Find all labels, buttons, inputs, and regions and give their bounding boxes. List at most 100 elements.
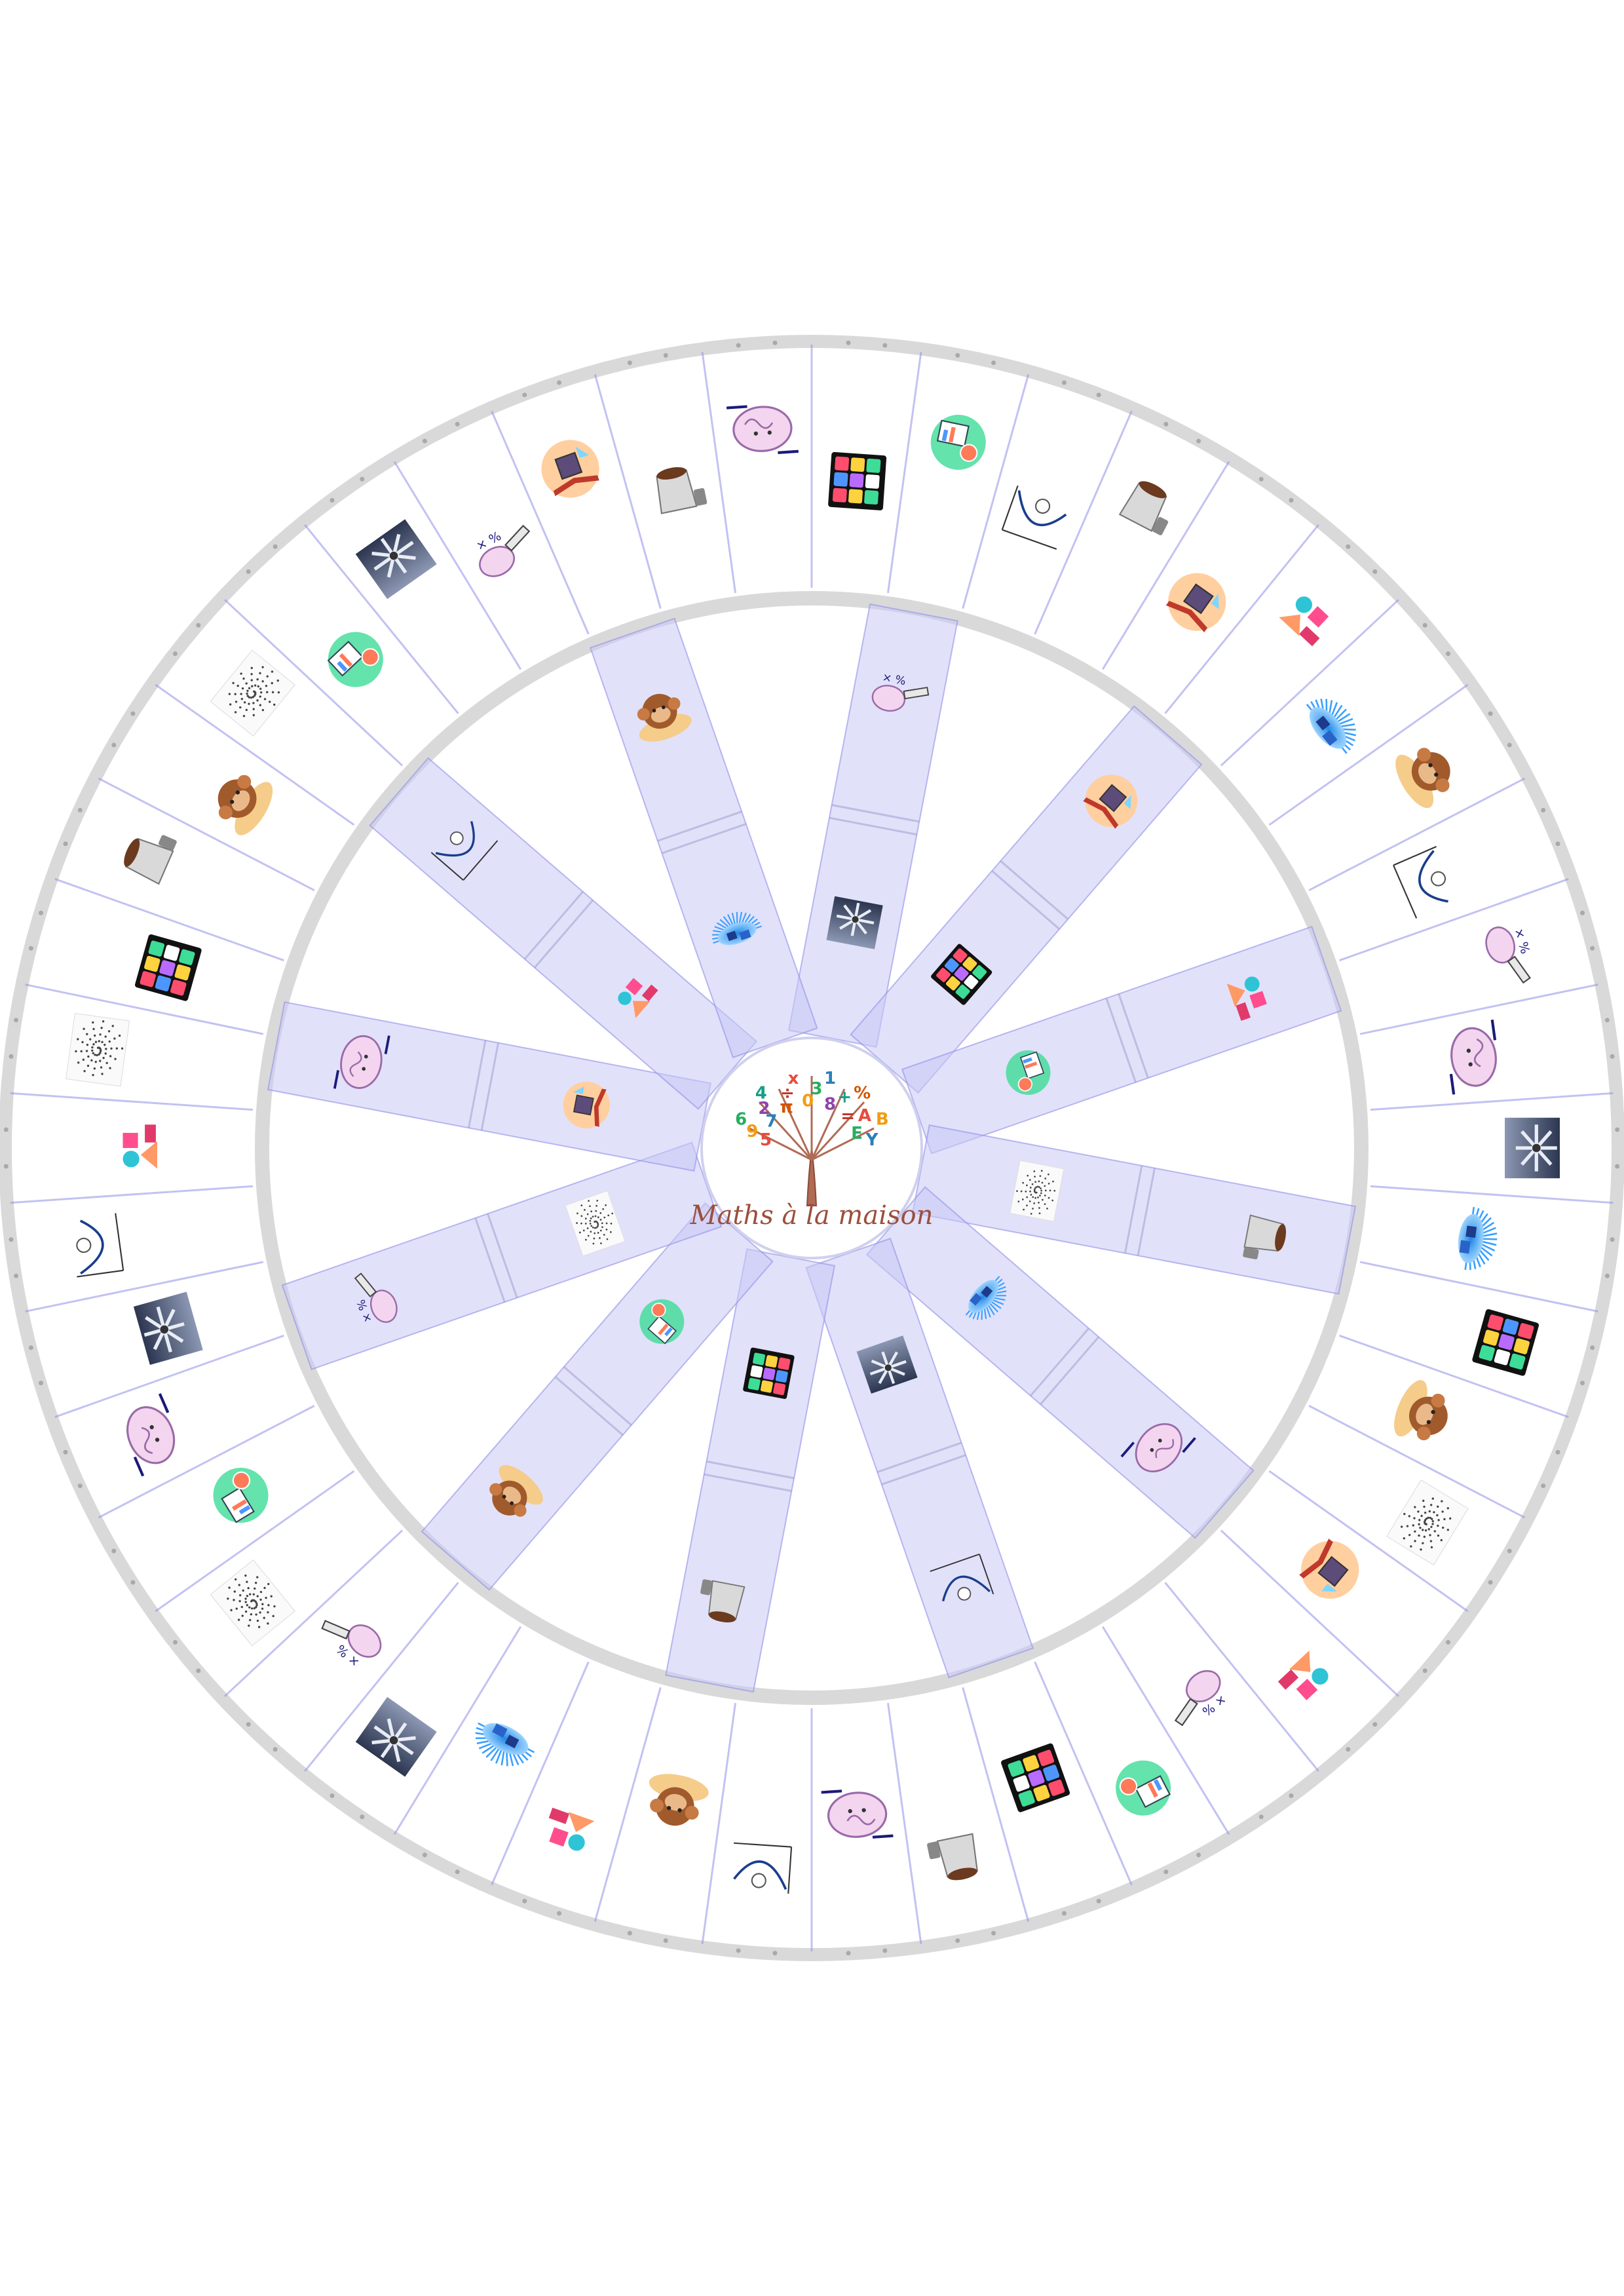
ring-dot — [882, 343, 888, 348]
monkey-icon — [637, 693, 692, 742]
spoke-cell-divider — [877, 1442, 962, 1473]
outer-divider — [1308, 1405, 1526, 1519]
spoke-cell-divider — [657, 811, 742, 842]
ring-dot — [1446, 1639, 1451, 1645]
pencil-icon: × % — [871, 671, 930, 712]
tree-symbol: 5 — [760, 1130, 772, 1150]
spoke-icons: × %× % — [333, 671, 1287, 1623]
spoke-cell-divider — [991, 870, 1061, 930]
outer-divider — [701, 352, 737, 594]
tree-symbol: A — [858, 1106, 871, 1126]
outer-divider — [98, 1405, 315, 1519]
spoke-cell-divider — [480, 1043, 500, 1131]
outer-divider — [54, 1334, 284, 1418]
cone-icon — [124, 835, 177, 885]
ring-dot — [172, 651, 178, 657]
ring-dot — [557, 1911, 562, 1916]
outer-divider — [962, 374, 1030, 609]
ring-dot — [3, 1127, 9, 1132]
ring-dot — [130, 711, 136, 716]
ring-dot — [1580, 1381, 1585, 1386]
ring-dot — [663, 353, 668, 358]
book-icon — [1299, 1539, 1359, 1599]
ring-dot — [273, 544, 278, 549]
outer-divider — [491, 1661, 590, 1886]
outer-divider — [1268, 683, 1469, 826]
tree-symbol: Y — [865, 1130, 879, 1150]
outer-divider — [1308, 777, 1526, 891]
outer-divider — [1339, 1334, 1569, 1418]
spoke-cell-divider — [1040, 1336, 1100, 1406]
ring-dot — [246, 569, 251, 574]
spoke-cell-divider — [467, 1040, 487, 1128]
tree-symbol: 0 — [802, 1092, 814, 1111]
ring-dot — [38, 910, 43, 915]
monkey-icon — [489, 1464, 543, 1517]
windmill-icon — [355, 519, 437, 600]
splash-icon — [712, 911, 762, 946]
ring-dot — [1590, 1345, 1595, 1350]
ring-dot — [1610, 1054, 1615, 1059]
spiral-icon — [1010, 1160, 1065, 1222]
ring-dot — [522, 1898, 527, 1904]
ring-dot — [846, 1951, 851, 1956]
curve-icon — [1001, 485, 1067, 550]
ring-dot — [627, 360, 632, 366]
outer-divider — [1101, 1626, 1230, 1835]
blocks-icon — [618, 978, 658, 1018]
outer-divider — [155, 683, 355, 826]
spoke-cell-divider — [881, 1454, 966, 1485]
ring-dot — [955, 1938, 960, 1943]
ring-dot — [1096, 1898, 1101, 1904]
tree-symbol: ÷ — [780, 1083, 795, 1103]
spoke-cell-divider — [706, 1460, 795, 1480]
outer-divider — [393, 1626, 522, 1835]
windmill-icon — [133, 1292, 203, 1366]
spoke-cell-divider — [523, 890, 584, 960]
spoke-cell-divider — [831, 803, 920, 823]
tree-branch — [811, 1127, 875, 1161]
ring-dot — [1422, 1668, 1427, 1674]
outer-divider — [594, 1687, 662, 1922]
ring-dot — [1541, 1483, 1546, 1489]
tree-symbol: 8 — [824, 1095, 836, 1115]
curve-icon — [76, 1213, 124, 1278]
cone-icon — [927, 1833, 978, 1881]
splash-icon — [475, 1722, 535, 1767]
tree-symbol: 2 — [758, 1099, 770, 1119]
ring-dot — [77, 807, 83, 813]
outer-ring-dots — [3, 340, 1620, 1956]
ring-dot — [1488, 711, 1493, 716]
ring-dot — [1346, 544, 1351, 549]
monkey-icon — [649, 1774, 709, 1826]
ring-dot — [422, 1852, 427, 1858]
outer-divider — [1220, 599, 1400, 767]
ring-dot — [273, 1747, 278, 1752]
tree-symbol: 7 — [765, 1112, 777, 1132]
book-icon — [541, 440, 599, 498]
spiral-icon — [1386, 1479, 1469, 1566]
ring-dot — [14, 1273, 19, 1278]
pencil-icon: × % — [1174, 1670, 1229, 1727]
spoke-cell-divider — [474, 1217, 506, 1303]
outer-divider — [10, 1092, 254, 1111]
outer-divider — [1359, 984, 1598, 1035]
brain-icon — [333, 1035, 390, 1089]
ring-dot — [77, 1483, 83, 1489]
ring-dot — [1258, 476, 1264, 482]
outer-divider — [304, 1582, 459, 1772]
pencil-icon: × % — [1485, 926, 1532, 984]
chart-icon — [213, 1468, 269, 1523]
spoke-cell-divider — [704, 1473, 792, 1493]
outer-divider — [98, 777, 315, 891]
spoke-cell-divider — [563, 1366, 632, 1426]
ring-dot — [1610, 1237, 1615, 1242]
cone-icon — [1118, 481, 1169, 535]
tree-symbol: = — [840, 1107, 855, 1126]
monkey-icon — [217, 775, 273, 835]
tree-symbol: E — [851, 1124, 863, 1143]
cube-icon — [134, 934, 202, 1001]
outer-divider — [1164, 524, 1319, 714]
